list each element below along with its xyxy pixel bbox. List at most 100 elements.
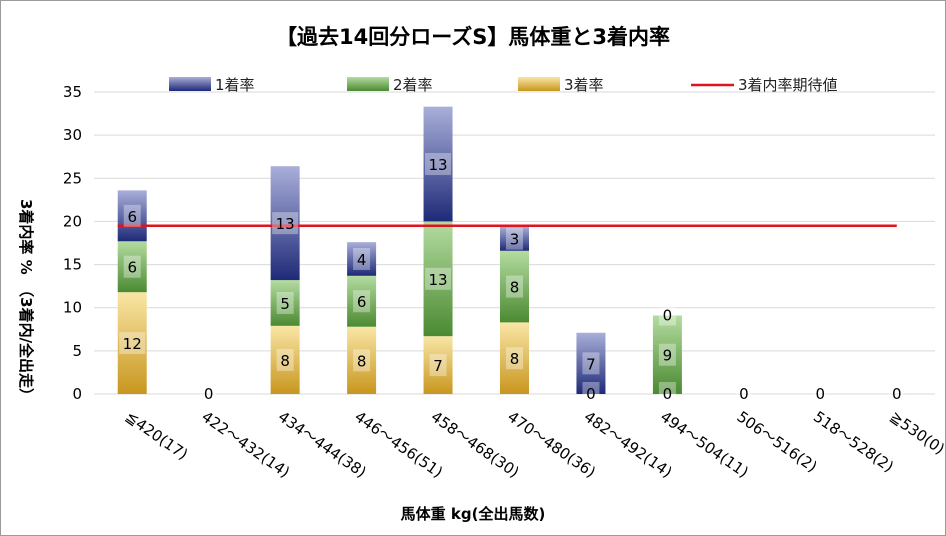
- bar-third-5: [500, 322, 529, 394]
- bar-win-0: [117, 190, 147, 242]
- data-label: 8: [506, 275, 523, 298]
- data-label-text: 8: [510, 350, 520, 368]
- bars: [117, 106, 682, 394]
- data-label-bg: [123, 204, 141, 227]
- data-label-text: 3: [510, 231, 520, 249]
- data-label: 8: [353, 349, 371, 372]
- data-label-text: 0: [663, 385, 673, 403]
- y-tick-label: 30: [63, 126, 82, 144]
- data-label: 7: [429, 354, 447, 377]
- data-label-text: 13: [428, 156, 447, 174]
- data-label: 5: [276, 291, 294, 314]
- data-label-text: 4: [357, 251, 367, 269]
- data-label: 7: [582, 352, 600, 375]
- data-label: 6: [123, 255, 141, 278]
- legend-item: 1着率: [169, 76, 255, 94]
- data-label-bg: [353, 290, 371, 313]
- data-label: 13: [425, 267, 452, 290]
- data-label-text: 13: [428, 271, 447, 289]
- bar-win-4: [423, 106, 453, 222]
- data-label-bg: [888, 382, 906, 404]
- data-label: 0: [735, 382, 753, 404]
- legend-label: 3着率: [564, 76, 604, 94]
- x-axis-ticks: ≦420(17) 422～432(14)434～444(38)446～456(51…: [122, 408, 945, 482]
- data-label-bg: [119, 332, 146, 355]
- data-label: 12: [119, 332, 146, 355]
- data-label: 6: [123, 204, 141, 227]
- svg-text:3着内率 % （3着内/全出走）: 3着内率 % （3着内/全出走）: [17, 199, 35, 403]
- legend-swatch: [518, 77, 560, 91]
- data-label-bg: [658, 343, 676, 366]
- data-label-bg: [272, 212, 299, 235]
- data-label-bg: [276, 291, 294, 314]
- bar-second-3: [347, 275, 377, 327]
- data-label: 13: [425, 153, 452, 176]
- data-label: 9: [658, 343, 676, 366]
- bar-second-5: [500, 250, 529, 323]
- data-label-bg: [200, 382, 218, 404]
- x-tick-label: 518～528(2): [810, 408, 897, 476]
- y-tick-label: 0: [72, 385, 82, 403]
- data-label: 8: [506, 347, 523, 370]
- bar-third-4: [423, 336, 453, 394]
- data-label-text: 0: [892, 385, 902, 403]
- data-label-bg: [425, 153, 452, 176]
- legend-item: 3着内率期待値: [691, 76, 838, 94]
- data-label-text: 6: [127, 208, 137, 226]
- x-tick-text: ≧530(0): [886, 408, 945, 459]
- data-label-bg: [735, 382, 753, 404]
- bar-win-3: [347, 242, 377, 276]
- legend-swatch: [347, 77, 389, 91]
- bar-win-2: [270, 166, 300, 281]
- data-label-text: 13: [276, 215, 295, 233]
- data-label-bg: [506, 347, 523, 370]
- data-label: 0: [811, 382, 829, 404]
- data-label: 13: [272, 212, 299, 235]
- bar-third-3: [347, 326, 377, 394]
- data-label-bg: [506, 275, 523, 298]
- legend: 1着率 2着率 3着率 3着内率期待値: [169, 76, 838, 94]
- data-label-bg: [506, 227, 523, 250]
- legend-label: 1着率: [215, 76, 255, 94]
- bar-win-5: [500, 226, 529, 251]
- chart-title: 【過去14回分ローズS】馬体重と3着内率: [276, 25, 670, 49]
- data-label-bg: [425, 267, 452, 290]
- data-label-bg: [353, 247, 371, 270]
- y-tick-label: 25: [63, 169, 82, 187]
- data-label-bg: [353, 349, 371, 372]
- y-tick-label: 10: [63, 299, 82, 317]
- x-tick-label: ≦420(17): [122, 408, 191, 464]
- data-label-bg: [123, 255, 141, 278]
- bar-second-7: [652, 315, 682, 394]
- bar-third-0: [117, 292, 147, 394]
- y-axis-label: 3着内率 % （3着内/全出走）: [17, 199, 35, 403]
- bar-second-0: [117, 241, 147, 293]
- data-label-text: 0: [586, 385, 596, 403]
- y-tick-label: 35: [63, 83, 82, 101]
- data-label-bg: [582, 382, 600, 404]
- data-label-text: 8: [510, 279, 520, 297]
- x-tick-text: ≦420(17): [122, 408, 191, 464]
- data-label: 0: [658, 303, 676, 326]
- data-label-bg: [429, 354, 447, 377]
- legend-swatch: [169, 77, 211, 91]
- data-label: 3: [506, 227, 523, 250]
- bar-win-6: [576, 332, 606, 394]
- data-label-text: 7: [433, 357, 443, 375]
- data-label: 0: [582, 382, 600, 404]
- legend-item: 3着率: [518, 76, 604, 94]
- data-label: 0: [888, 382, 906, 404]
- data-label-bg: [811, 382, 829, 404]
- data-label: 8: [276, 348, 294, 371]
- data-label: 0: [658, 382, 676, 404]
- y-tick-label: 5: [72, 342, 82, 360]
- data-label-text: 7: [586, 355, 596, 373]
- x-tick-text: 518～528(2): [810, 408, 897, 476]
- x-axis-label: 馬体重 kg(全出馬数): [401, 505, 546, 523]
- legend-item: 2着率: [347, 76, 433, 94]
- data-label-text: 5: [280, 295, 290, 313]
- data-label-bg: [658, 382, 676, 404]
- y-axis-ticks: 0 5 10 15 20 25 30 35: [63, 83, 82, 403]
- data-label-text: 12: [123, 335, 142, 353]
